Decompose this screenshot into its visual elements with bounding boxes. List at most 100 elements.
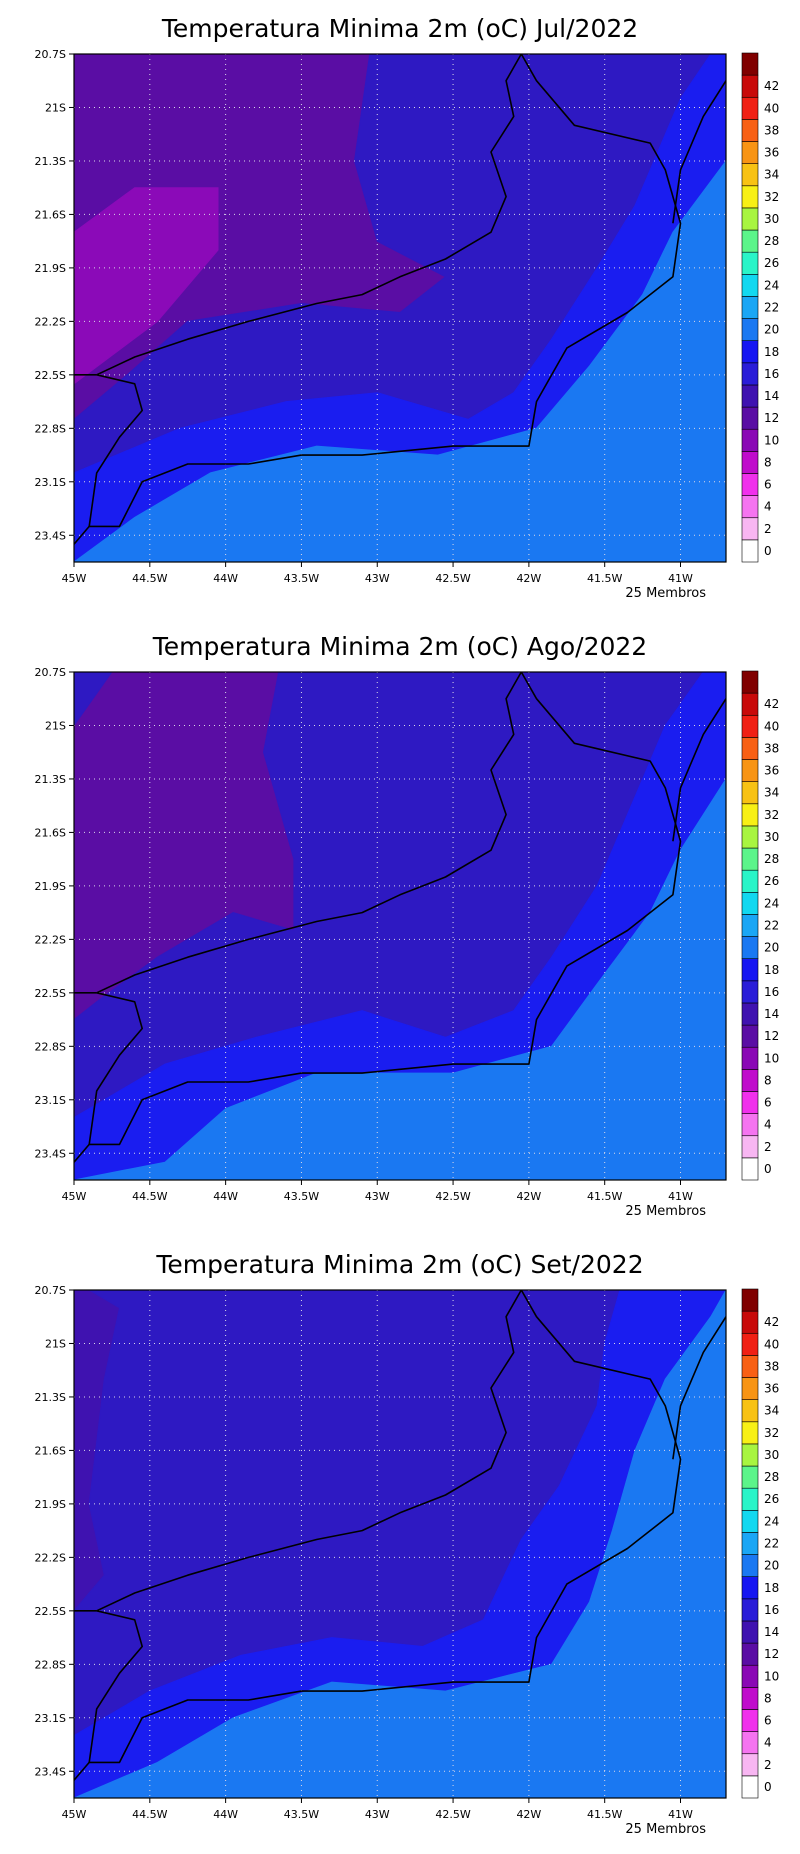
colorbar-label: 4 — [764, 1736, 772, 1750]
colorbar-label: 32 — [764, 1426, 779, 1440]
colorbar-label: 10 — [764, 433, 779, 447]
colorbar-label: 20 — [764, 941, 779, 955]
x-tick-label: 42.5W — [435, 572, 470, 585]
colorbar-label: 12 — [764, 1647, 779, 1661]
y-tick-label: 20.7S — [35, 666, 66, 679]
colorbar-label: 18 — [764, 963, 779, 977]
colorbar-label: 10 — [764, 1669, 779, 1683]
y-tick-label: 20.7S — [35, 1284, 66, 1297]
y-tick-label: 22.5S — [35, 369, 66, 382]
colorbar-label: 16 — [764, 985, 779, 999]
boundary-line — [74, 1143, 90, 1163]
colorbar-swatch — [741, 517, 759, 541]
boundary-line — [88, 1290, 682, 1764]
colorbar-label: 22 — [764, 919, 779, 933]
boundary-line — [672, 1316, 726, 1460]
y-tick-label: 23.1S — [35, 1712, 66, 1725]
map-field — [74, 1290, 726, 1798]
x-tick-label: 43W — [365, 1190, 390, 1203]
colorbar-swatch — [741, 1775, 759, 1799]
colorbar-swatch — [741, 185, 759, 209]
boundary-line — [74, 525, 90, 545]
y-tick-label: 22.8S — [35, 1040, 66, 1053]
colorbar-label: 10 — [764, 1051, 779, 1065]
colorbar-swatch — [741, 495, 759, 519]
colorbar-swatch — [741, 251, 759, 275]
boundary-line — [88, 672, 682, 1146]
y-tick-label: 21.6S — [35, 208, 66, 221]
colorbar-label: 36 — [764, 1382, 779, 1396]
x-tick-label: 42W — [516, 572, 541, 585]
y-tick-label: 21S — [45, 1337, 66, 1350]
x-tick-label: 44W — [213, 1808, 238, 1821]
colorbar-swatch — [741, 847, 759, 871]
contour-band-18 — [74, 777, 726, 1180]
colorbar-swatch — [741, 1642, 759, 1666]
colorbar-label: 18 — [764, 1581, 779, 1595]
colorbar-label: 26 — [764, 256, 779, 270]
colorbar-label: 36 — [764, 146, 779, 160]
members-label: 25 Membros — [625, 1204, 706, 1219]
y-tick-label: 23.1S — [35, 476, 66, 489]
colorbar-swatch — [741, 1598, 759, 1622]
x-tick-label: 45W — [62, 1190, 87, 1203]
colorbar-swatch — [741, 892, 759, 915]
y-tick-label: 21.3S — [35, 773, 66, 786]
y-tick-label: 23.4S — [35, 1147, 66, 1160]
y-tick-label: 22.2S — [35, 1551, 66, 1564]
y-tick-label: 22.5S — [35, 987, 66, 1000]
colorbar-label: 16 — [764, 367, 779, 381]
colorbar-label: 6 — [764, 478, 772, 492]
colorbar-label: 6 — [764, 1096, 772, 1110]
colorbar-swatch — [741, 1554, 759, 1577]
colorbar-swatch — [741, 781, 759, 805]
y-tick-label: 21.9S — [35, 262, 66, 275]
contour-band-18 — [74, 1290, 726, 1798]
colorbar-swatch — [741, 428, 759, 452]
colorbar-label: 8 — [764, 455, 772, 469]
colorbar-swatch — [741, 229, 759, 253]
colorbar-label: 40 — [764, 1337, 779, 1351]
x-tick-label: 44.5W — [132, 1190, 167, 1203]
colorbar-label: 34 — [764, 168, 779, 182]
colorbar-label: 0 — [764, 1780, 772, 1794]
x-tick-label: 44W — [213, 572, 238, 585]
x-tick-label: 41W — [668, 1190, 693, 1203]
map-panel-set: Temperatura Minima 2m (oC) Set/2022 45W 4… — [0, 1236, 800, 1854]
x-tick-label: 41.5W — [587, 1190, 622, 1203]
colorbar-label: 22 — [764, 301, 779, 315]
colorbar-label: 8 — [764, 1691, 772, 1705]
colorbar-swatch — [741, 670, 759, 694]
colorbar-label: 22 — [764, 1537, 779, 1551]
colorbar-label: 24 — [764, 278, 779, 292]
colorbar-label: 30 — [764, 212, 779, 226]
map-field — [74, 672, 726, 1180]
x-tick-label: 45W — [62, 572, 87, 585]
colorbar-label: 24 — [764, 896, 779, 910]
y-tick-label: 22.8S — [35, 1658, 66, 1671]
colorbar-swatch — [741, 737, 759, 760]
panel-title: Temperatura Minima 2m (oC) Jul/2022 — [161, 14, 639, 43]
panel-title: Temperatura Minima 2m (oC) Set/2022 — [156, 1250, 644, 1279]
colorbar-label: 26 — [764, 874, 779, 888]
x-tick-label: 43.5W — [284, 1190, 319, 1203]
x-tick-label: 45W — [62, 1808, 87, 1821]
colorbar-swatch — [741, 119, 759, 142]
colorbar-swatch — [741, 1157, 759, 1181]
y-tick-label: 21.6S — [35, 826, 66, 839]
colorbar-label: 18 — [764, 345, 779, 359]
colorbar-label: 32 — [764, 190, 779, 204]
colorbar-label: 42 — [764, 1315, 779, 1329]
colorbar-label: 0 — [764, 544, 772, 558]
y-tick-label: 21.3S — [35, 1391, 66, 1404]
colorbar-swatch — [741, 274, 759, 297]
colorbar-label: 40 — [764, 101, 779, 115]
map-frame — [73, 671, 727, 1181]
colorbar-swatch — [741, 1069, 759, 1092]
colorbar-swatch — [741, 384, 759, 408]
colorbar-label: 36 — [764, 764, 779, 778]
colorbar-label: 24 — [764, 1514, 779, 1528]
colorbar-swatch — [741, 1355, 759, 1378]
